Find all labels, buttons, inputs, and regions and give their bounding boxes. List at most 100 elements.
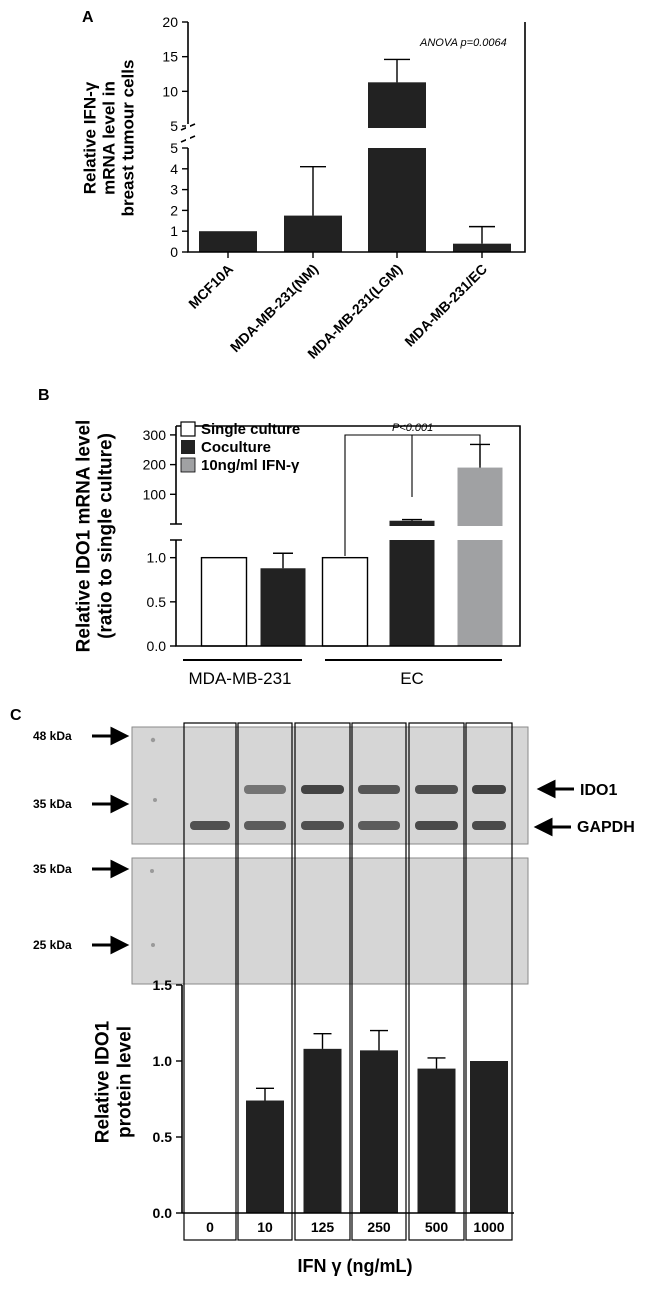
panel-b-y-axis-title: Relative IDO1 mRNA level(ratio to single… [74,420,117,653]
c-xtick-label: 0 [206,1219,214,1235]
ido1-band-label: IDO1 [580,782,617,799]
a-xtick-label: MDA-MB-231(NM) [227,261,321,355]
gapdh-band-label: GAPDH [577,819,635,836]
lane-box [294,722,351,1241]
panel-a-label: A [82,9,94,26]
b-ytick-label: 0.5 [147,594,167,610]
b-ylabel-line: Relative IDO1 mRNA level [74,420,95,653]
a-ytick-label: 5 [170,140,178,156]
arrow-35kda-icon [92,794,130,814]
arrow-gapdh-35kda-icon [92,859,130,879]
panel-a-axis-gap [186,125,190,147]
a-bar [284,215,342,252]
gapdh-band [472,821,506,830]
legend-single-culture: Single culture [201,421,300,438]
panel-b-bars [200,443,503,647]
c-xtick-label: 10 [257,1219,273,1235]
ido1-marker-48kda: 48 kDa [33,729,72,743]
b-bar [200,556,248,647]
a-bar [199,231,257,252]
ido1-band [244,785,286,794]
b-ylabel: Relative IDO1 mRNA level(ratio to single… [74,420,117,653]
panel-b-axis-break [170,523,182,541]
arrow-48kda-icon [92,726,130,746]
a-error-bar [300,166,326,216]
a-ylabel-line: Relative IFN-γ [81,81,100,194]
b-bar [260,568,306,646]
a-xtick-label: MDA-MB-231/EC [401,261,490,350]
panel-c-y-ticks: 0.0 0.5 1.0 1.5 [153,977,182,1221]
c-xtick-label: 500 [425,1219,449,1235]
ido1-band [301,785,344,794]
a-ytick-label: 4 [170,161,178,177]
a-ytick-label: 20 [162,14,178,30]
a-ylabel: Relative IFN-γmRNA level inbreast tumour… [81,60,138,217]
b-ytick-label: 300 [143,427,167,443]
b-ylabel-line: (ratio to single culture) [96,433,117,639]
b-bar-upper [389,520,435,526]
a-ylabel-line: breast tumour cells [119,60,138,217]
arrow-gapdh-icon [533,817,571,837]
gapdh-ladder-35 [150,869,154,873]
b-bar [389,540,435,646]
b-ytick-label: 1.0 [147,550,167,566]
a-bar [368,148,426,252]
panel-a-bars [199,58,511,252]
a-ylabel-line: mRNA level in [100,81,119,195]
c-ylabel-line: protein level [115,1026,136,1138]
lane-box [351,722,407,1241]
panel-b-y-ticks: 0.0 0.5 1.0 100 200 300 [143,427,176,654]
c-ytick-label: 1.5 [153,977,173,993]
ido1-ladder-35 [153,798,157,802]
b-bar-upper [457,467,503,526]
panel-a-anova-note: ANOVA p=0.0064 [419,37,507,49]
group-label-ec: EC [400,669,424,688]
c-bar [246,1100,284,1213]
lane-box [465,722,513,1241]
legend-swatch-single [180,421,196,437]
ido1-band [472,785,506,794]
ido1-ladder-48 [150,737,156,743]
c-bar [360,1050,398,1213]
gapdh-band [190,821,230,830]
c-error-bar [256,1087,274,1101]
panel-b-significance-label: P<0.001 [392,422,433,434]
panel-c-y-axis-title: Relative IDO1protein level [93,1020,136,1143]
c-xtick-label: 1000 [473,1219,504,1235]
a-ytick-label: 2 [170,202,178,218]
panel-b-label: B [38,387,50,404]
c-error-bar [370,1029,388,1051]
c-ylabel-line: Relative IDO1 [93,1020,114,1143]
panel-b-axis-gap [172,526,180,538]
gapdh-band [415,821,458,830]
a-xtick-label: MDA-MB-231(LGM) [304,261,405,362]
c-bar [303,1048,342,1213]
c-bar [470,1061,508,1213]
c-ytick-label: 1.0 [153,1053,173,1069]
legend-swatch-ifn [180,457,196,473]
panel-c-bars [246,1029,508,1213]
b-bar [321,556,369,647]
c-ytick-label: 0.0 [153,1205,173,1221]
a-error-bar [469,225,495,244]
ido1-marker-35kda: 35 kDa [33,797,72,811]
group-label-mda: MDA-MB-231 [189,669,292,688]
gapdh-marker-25kda: 25 kDa [33,938,72,952]
b-ytick-label: 0.0 [147,638,167,654]
lane-boxes [183,722,513,1241]
gapdh-blot-membrane [131,857,529,985]
panel-c-x-ticks: 0 10 125 250 500 1000 [206,1219,505,1235]
panel-a-axes [187,22,526,253]
lane-box [237,722,293,1241]
legend-ifn: 10ng/ml IFN-γ [201,457,300,474]
a-ytick-label: 0 [170,244,178,260]
panel-c-x-axis-title: IFN γ (ng/mL) [298,1256,413,1276]
a-error-bar [384,58,410,83]
ido1-bands [244,785,506,794]
legend-coculture: Coculture [201,439,271,456]
c-xtick-label: 250 [367,1219,391,1235]
c-ylabel: Relative IDO1protein level [93,1020,136,1143]
a-ytick-label: 10 [162,83,178,99]
c-error-bar [427,1057,446,1069]
